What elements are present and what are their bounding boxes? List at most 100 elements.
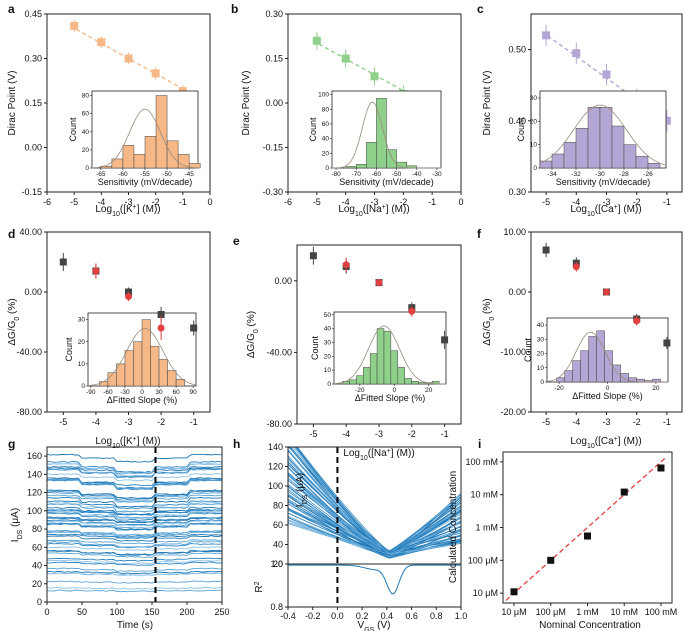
current-trace xyxy=(46,489,223,499)
y-tick-label: 0.00 xyxy=(265,98,283,108)
inset-x-tick-label: 20 xyxy=(425,387,433,394)
histogram-bar xyxy=(177,154,190,169)
x-axis-label: VGS (V) xyxy=(358,620,391,631)
inset-y-tick-label: 10 xyxy=(537,365,545,372)
x-axis-label: Log10([Na+] (M)) xyxy=(343,448,414,462)
current-trace xyxy=(46,460,223,473)
inset-y-tick-label: 20 xyxy=(322,150,330,157)
histogram-bar xyxy=(411,380,419,385)
r2-curve xyxy=(288,564,461,595)
current-trace xyxy=(46,550,223,556)
gaussian-fit-curve xyxy=(546,331,668,383)
x-tick-label: -5 xyxy=(59,417,67,427)
inset-y-tick-label: 40 xyxy=(324,326,332,333)
current-trace xyxy=(47,557,223,562)
y2-tick-label: 1.0 xyxy=(270,559,283,569)
y2-tick-label: 0.8 xyxy=(270,602,283,612)
x-tick-label: 250 xyxy=(214,607,229,617)
y-tick-label: 40 xyxy=(273,540,283,550)
data-point-black xyxy=(309,252,317,260)
current-trace xyxy=(46,508,223,516)
x-tick-label: 0.4 xyxy=(381,611,394,621)
transfer-curve xyxy=(287,507,462,551)
inset-x-axis-label: ΔFitted Slope (%) xyxy=(572,391,643,401)
data-point xyxy=(370,72,379,81)
histogram-bar xyxy=(363,367,371,385)
x-tick-label: -4 xyxy=(342,197,350,207)
y-tick-label: -40.00 xyxy=(266,347,292,357)
histogram-bar xyxy=(635,156,649,169)
x-tick-label: -1 xyxy=(179,197,187,207)
y-tick-label: -0.15 xyxy=(262,143,283,153)
x-tick-label: 50 xyxy=(77,607,87,617)
data-point-red xyxy=(342,261,350,269)
data-point xyxy=(97,38,106,47)
data-point xyxy=(572,49,581,58)
histogram-bar xyxy=(144,136,157,169)
y-axis-label: Calculated Concentration xyxy=(448,471,459,583)
current-trace xyxy=(46,453,223,463)
x-axis-label: Log10([Ca+] (M)) xyxy=(570,436,641,450)
x-tick-label: 100 μM xyxy=(536,607,566,617)
inset-y-tick-label: 40 xyxy=(537,322,545,329)
histogram-bar xyxy=(563,142,577,169)
x-tick-label: 100 mM xyxy=(645,607,678,617)
y-tick-label: 140 xyxy=(268,442,283,452)
y-tick-label: 20 xyxy=(32,579,42,589)
inset-y-tick-label: 60 xyxy=(322,121,330,128)
panel-label-h: h xyxy=(233,437,240,451)
transfer-curve xyxy=(287,513,462,555)
current-trace xyxy=(46,540,223,548)
inset-y-tick-label: 0 xyxy=(327,381,331,388)
y-tick-label: 120 xyxy=(27,488,42,498)
y-tick-label: 0.30 xyxy=(265,9,283,19)
inset-y-tick-label: 30 xyxy=(324,339,332,346)
y-tick-label: -80.00 xyxy=(16,407,42,417)
inset-y-tick-label: 30 xyxy=(530,95,538,102)
y-tick-label: -20.00 xyxy=(500,407,526,417)
x-axis-label: Nominal Concentration xyxy=(539,620,641,631)
inset-y-tick-label: 0 xyxy=(540,379,544,386)
inset-x-tick-label: -50 xyxy=(392,171,402,178)
data-point-black xyxy=(542,246,550,254)
inset-y-tick-label: 20 xyxy=(537,351,545,358)
inset-x-tick-label: -70 xyxy=(352,171,362,178)
histogram-bar xyxy=(404,378,412,385)
data-point xyxy=(584,532,591,540)
inset-y-axis-label: Count xyxy=(523,338,533,363)
x-tick-label: -3 xyxy=(602,197,610,207)
y-tick-label: 0.15 xyxy=(265,54,283,64)
histogram-bar xyxy=(175,379,185,387)
x-tick-label: -1 xyxy=(663,197,671,207)
x-tick-label: 10 mM xyxy=(610,607,638,617)
inset-y-axis-label: Count xyxy=(310,336,320,361)
inset-x-tick-label: -55 xyxy=(140,171,150,178)
current-trace xyxy=(46,531,222,537)
current-trace xyxy=(47,561,223,566)
x-axis-label: Log10([Ca+] (M)) xyxy=(570,204,641,218)
histogram-bar xyxy=(349,379,357,385)
transfer-curve xyxy=(287,501,462,553)
data-point xyxy=(151,69,160,78)
x-tick-label: -6 xyxy=(284,197,292,207)
panel-label-i: i xyxy=(478,437,481,451)
y-tick-label: 0.40 xyxy=(508,116,526,126)
x-axis-label: Log10([K+] (M)) xyxy=(95,204,160,218)
y-tick-label: 0.00 xyxy=(508,287,526,297)
x-tick-label: -1 xyxy=(428,197,436,207)
x-tick-label: 1 mM xyxy=(576,607,599,617)
current-trace xyxy=(47,520,223,527)
panel-label-c: c xyxy=(477,2,484,16)
current-trace xyxy=(46,539,223,545)
x-tick-label: -0.4 xyxy=(280,611,296,621)
current-trace xyxy=(46,522,223,531)
x-tick-label: 10 μM xyxy=(501,607,526,617)
inset-x-tick-label: 90 xyxy=(190,389,198,396)
current-trace xyxy=(46,567,223,573)
y-tick-label: 100 μM xyxy=(468,555,498,565)
y-axis-label: ΔG/G0 (%) xyxy=(7,298,21,345)
inset-x-tick-label: -65 xyxy=(96,171,106,178)
y-tick-label: 160 xyxy=(27,451,42,461)
data-point-red xyxy=(572,263,580,271)
